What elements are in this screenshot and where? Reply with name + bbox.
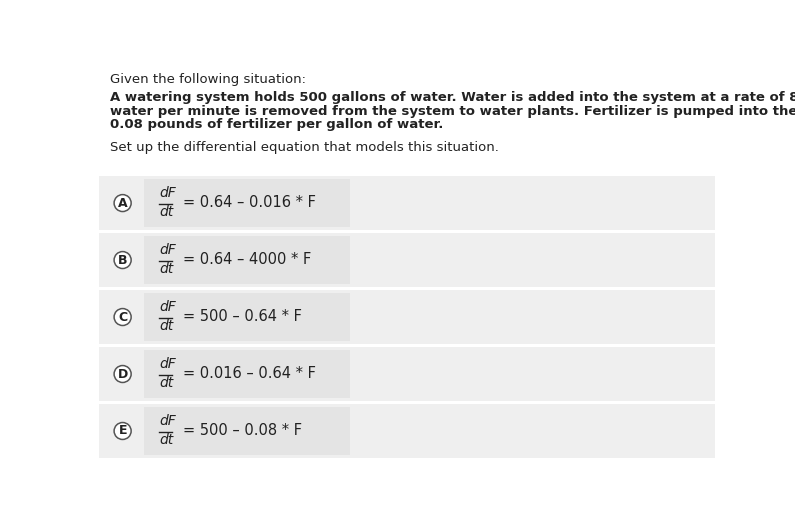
- Text: = 0.64 – 0.016 * F: = 0.64 – 0.016 * F: [183, 195, 316, 210]
- Text: = 500 – 0.08 * F: = 500 – 0.08 * F: [183, 423, 302, 438]
- Text: = 0.64 – 4000 * F: = 0.64 – 4000 * F: [183, 252, 312, 267]
- Text: dF: dF: [160, 357, 176, 371]
- Circle shape: [114, 195, 131, 211]
- FancyBboxPatch shape: [99, 347, 716, 401]
- Text: dF: dF: [160, 243, 176, 257]
- Text: dF: dF: [160, 300, 176, 314]
- Text: dt: dt: [160, 205, 174, 219]
- Text: Given the following situation:: Given the following situation:: [111, 73, 306, 86]
- Text: Set up the differential equation that models this situation.: Set up the differential equation that mo…: [111, 141, 499, 154]
- Circle shape: [114, 366, 131, 382]
- Text: dF: dF: [160, 186, 176, 200]
- Circle shape: [114, 252, 131, 268]
- FancyBboxPatch shape: [99, 233, 716, 287]
- Circle shape: [114, 423, 131, 439]
- Text: dt: dt: [160, 433, 174, 447]
- FancyBboxPatch shape: [145, 350, 350, 398]
- Text: dt: dt: [160, 262, 174, 276]
- Text: = 0.016 – 0.64 * F: = 0.016 – 0.64 * F: [183, 366, 316, 381]
- Text: dt: dt: [160, 319, 174, 333]
- Text: dF: dF: [160, 414, 176, 428]
- Text: D: D: [118, 367, 128, 381]
- FancyBboxPatch shape: [99, 290, 716, 344]
- Circle shape: [114, 309, 131, 325]
- Text: E: E: [118, 424, 127, 438]
- FancyBboxPatch shape: [145, 179, 350, 227]
- Text: = 500 – 0.64 * F: = 500 – 0.64 * F: [183, 309, 302, 324]
- Text: A: A: [118, 196, 127, 210]
- FancyBboxPatch shape: [99, 404, 716, 458]
- Text: water per minute is removed from the system to water plants. Fertilizer is pumpe: water per minute is removed from the sys…: [111, 105, 795, 118]
- Text: B: B: [118, 253, 127, 267]
- Text: 0.08 pounds of fertilizer per gallon of water.: 0.08 pounds of fertilizer per gallon of …: [111, 118, 444, 131]
- FancyBboxPatch shape: [145, 407, 350, 455]
- FancyBboxPatch shape: [99, 176, 716, 230]
- FancyBboxPatch shape: [145, 236, 350, 284]
- Text: C: C: [118, 310, 127, 324]
- Text: dt: dt: [160, 376, 174, 390]
- Text: A watering system holds 500 gallons of water. Water is added into the system at : A watering system holds 500 gallons of w…: [111, 91, 795, 105]
- FancyBboxPatch shape: [145, 293, 350, 341]
